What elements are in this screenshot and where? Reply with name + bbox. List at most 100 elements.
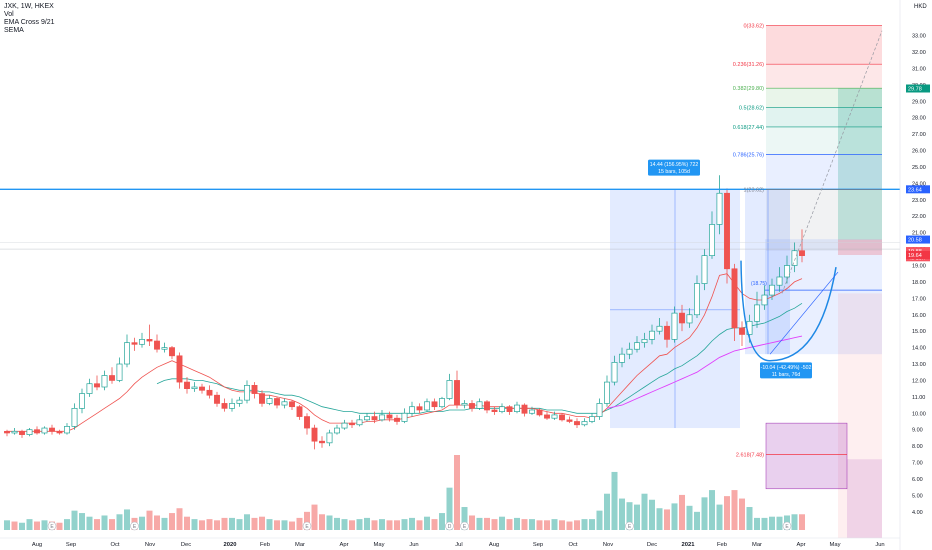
candle-body [281, 401, 288, 406]
candle-body [349, 422, 355, 426]
time-tick-label: Dec [647, 542, 657, 548]
volume-bar [86, 516, 93, 530]
legend-vol[interactable]: Vol [4, 11, 14, 18]
candle-body [424, 401, 430, 411]
measure-down-label-bg [760, 362, 812, 379]
candle-body [11, 430, 18, 434]
candle-body [401, 412, 408, 422]
volume-bar [244, 514, 250, 530]
price-tick-label: 31.00 [912, 66, 926, 72]
candle-body [139, 339, 145, 345]
candle-body [604, 381, 610, 404]
candle-body [79, 393, 85, 409]
price-tag [906, 250, 930, 259]
price-tick-label: 11.00 [912, 395, 925, 401]
earnings-marker [47, 521, 57, 531]
time-tick-label: Feb [260, 542, 270, 548]
volume-bar [304, 511, 310, 530]
candle-body [499, 406, 505, 412]
volume-bar [634, 504, 640, 530]
price-tick-label: 23.00 [912, 198, 926, 204]
earnings-marker-label: E [50, 524, 54, 530]
volume-bar [544, 520, 550, 530]
legend-sema[interactable]: SEMA [4, 27, 24, 34]
candle-body [596, 403, 603, 417]
volume-bar [401, 519, 408, 530]
candle-body [274, 398, 280, 406]
volume-bar [529, 519, 535, 530]
candle-body [431, 401, 438, 408]
earnings-marker-label: E [628, 524, 632, 530]
candle-body [476, 401, 483, 409]
candle-body [94, 383, 100, 388]
price-axis[interactable]: HKD 4.00 5.00 6.00 7.00 8.00 9.00 10.00 11.00 12.… [899, 0, 932, 550]
candle-body [626, 348, 633, 355]
candle-body [116, 363, 123, 381]
volume-bar [386, 520, 393, 530]
candle-body [529, 409, 535, 414]
candle-body [326, 432, 333, 444]
candle-body [491, 409, 498, 412]
candle-body [71, 407, 78, 427]
fib-zone [766, 126, 882, 155]
volume-bar [101, 515, 108, 530]
volume-bar [281, 520, 288, 530]
volume-bar [356, 519, 363, 530]
volume-bar [469, 515, 475, 530]
earnings-marker-label: E [785, 524, 789, 530]
candle-body [191, 386, 198, 389]
time-tick-label: 2021 [682, 542, 696, 548]
volume-bar [334, 517, 340, 530]
earnings-marker [130, 521, 139, 531]
candle-body [619, 353, 625, 363]
price-tick-label: 29.00 [912, 99, 926, 105]
volume-bar [649, 499, 655, 530]
earnings-marker [302, 521, 312, 531]
price-tick-label: 25.00 [912, 165, 926, 171]
candle-body [716, 192, 723, 225]
time-tick-label: Sep [66, 542, 76, 548]
time-tick-label: Apr [339, 542, 348, 548]
volume-bar [761, 517, 768, 530]
fib-label: 0.382(29.80) [733, 86, 764, 92]
candle-body [544, 414, 550, 419]
volume-bar [206, 519, 213, 530]
projection-dashed [781, 30, 883, 294]
volume-bar [169, 513, 175, 530]
volume-bar [559, 520, 565, 530]
time-tick-label: Apr [796, 542, 805, 548]
candle-body [259, 393, 265, 404]
symbol-line[interactable]: JXK, 1W, HKEX [4, 3, 54, 10]
legend-ema-cross[interactable]: EMA Cross 9/21 [4, 19, 55, 26]
time-tick-label: Oct [110, 542, 119, 548]
volume-bar [731, 490, 738, 530]
volume-bar [214, 520, 220, 530]
dividend-marker-label: D [448, 524, 452, 530]
volume-bar [791, 514, 798, 530]
candle-body [559, 414, 565, 421]
time-tick-label: Sep [533, 542, 543, 548]
candle-body [536, 409, 543, 416]
volume-bar [536, 520, 543, 530]
dividend-marker [445, 521, 454, 531]
drawing-layer [0, 25, 900, 550]
volume-bar [499, 516, 505, 530]
candle-body [49, 427, 55, 432]
volume-bar [199, 520, 205, 530]
candle-body [574, 421, 580, 426]
volume-bar [431, 519, 438, 530]
price-tag [906, 235, 930, 244]
candle-body [124, 342, 130, 365]
volume-bar [641, 493, 648, 530]
price-tick-label: 19.00 [912, 264, 926, 270]
candle-body [161, 347, 168, 350]
time-axis[interactable]: Aug Sep Oct Nov Dec 2020 Feb Mar Apr May Jun Jul Aug… [0, 537, 900, 550]
candle-body [506, 406, 513, 412]
candle-body [416, 406, 423, 411]
volume-bar [476, 517, 483, 530]
volume-bar [589, 519, 595, 530]
measure-up-label-bg [648, 159, 700, 176]
price-tick-label: 9.00 [912, 428, 923, 434]
candle-body [521, 404, 528, 414]
